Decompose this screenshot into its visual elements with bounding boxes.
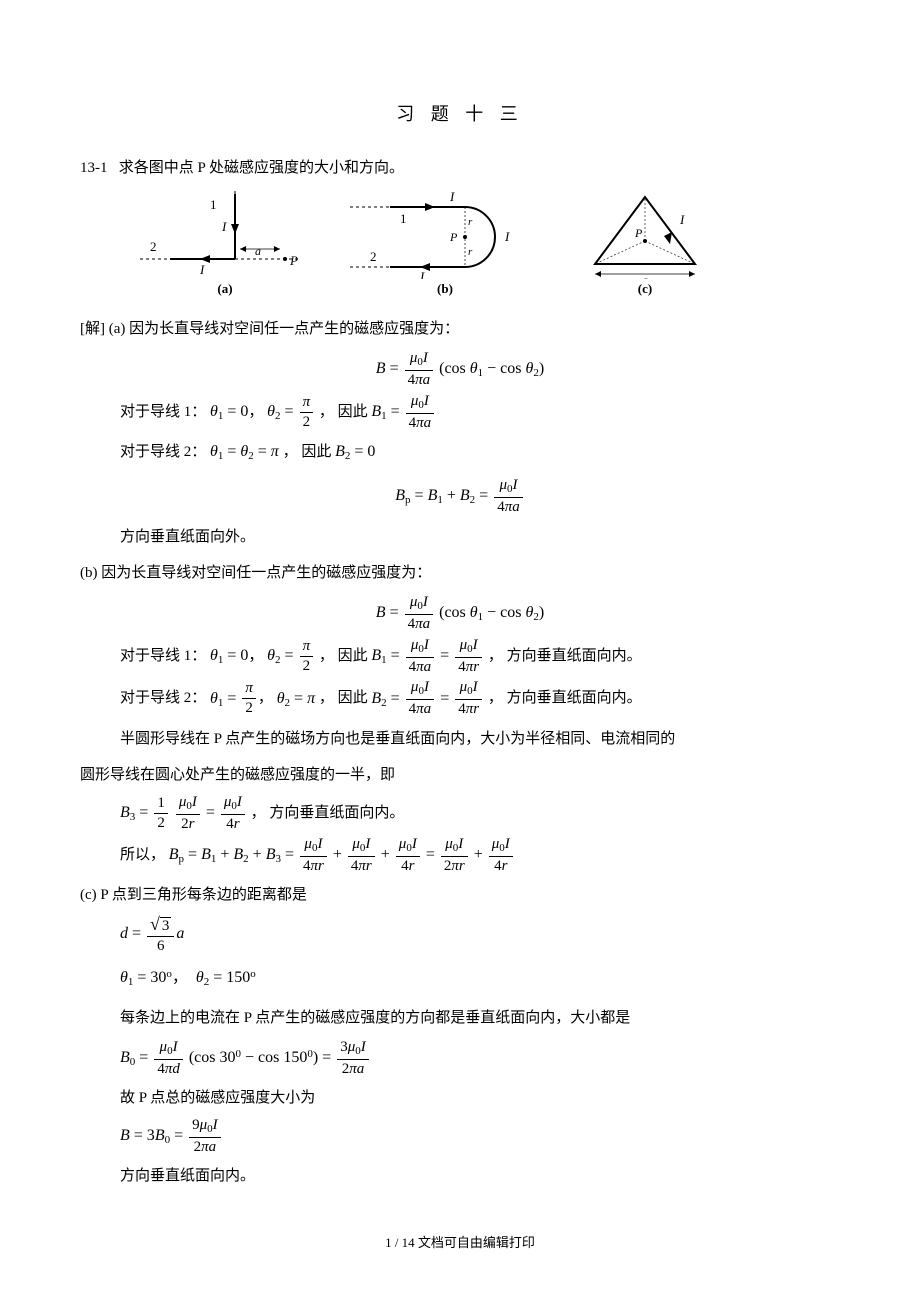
sol-c-dir: 方向垂直纸面向内。	[120, 1160, 840, 1192]
sol-c-th: θ1 = 30o， θ2 = 150o	[120, 958, 840, 998]
sol-a-eq1: B = μ0I4πa (cos θ1 − cos θ2)	[80, 351, 840, 388]
sol-b-eq1: B = μ0I4πa (cos θ1 − cos θ2)	[80, 595, 840, 632]
svg-text:2: 2	[370, 249, 377, 264]
problem-statement: 13-1 求各图中点 P 处磁感应强度的大小和方向。	[80, 156, 840, 177]
sol-b-lead: (b) 因为长直导线对空间任一点产生的磁感应强度为：	[80, 557, 840, 589]
svg-text:I: I	[449, 189, 455, 204]
figure-a-label: (a)	[217, 281, 232, 297]
figure-b-label: (b)	[437, 281, 453, 297]
sol-b-line1: 对于导线 1： θ1 = 0， θ2 = π2 ， 因此 B1 = μ0I4πa…	[120, 638, 840, 676]
svg-text:P: P	[634, 226, 643, 240]
svg-text:I: I	[679, 212, 685, 227]
svg-text:I: I	[504, 229, 510, 244]
sol-a-eq2: Bp = B1 + B2 = μ0I4πa	[80, 478, 840, 515]
sol-b-semi2: 圆形导线在圆心处产生的磁感应强度的一半，即	[80, 759, 840, 791]
svg-text:a: a	[642, 273, 648, 279]
svg-text:r: r	[468, 216, 473, 228]
figure-c-label: (c)	[638, 281, 652, 297]
svg-text:1: 1	[400, 211, 407, 226]
svg-text:I: I	[419, 269, 425, 279]
sol-b-B3: B3 = 12 μ0I2r = μ0I4r ， 方向垂直纸面向内。	[120, 795, 840, 833]
sol-c-total-pre: 故 P 点总的磁感应强度大小为	[120, 1082, 840, 1114]
sol-b-line2: 对于导线 2： θ1 = π2， θ2 = π ， 因此 B2 = μ0I4πa…	[120, 680, 840, 718]
sol-c-lead: (c) P 点到三角形每条边的距离都是	[80, 879, 840, 911]
chapter-title: 习 题 十 三	[80, 100, 840, 126]
figures-row: 1 I 2 I a P (a)	[140, 189, 840, 297]
sol-a-dir: 方向垂直纸面向外。	[120, 521, 840, 553]
svg-text:P: P	[449, 230, 458, 244]
svg-text:1: 1	[210, 197, 217, 212]
sol-a-lead: [解] (a) 因为长直导线对空间任一点产生的磁感应强度为：	[80, 313, 840, 345]
svg-text:r: r	[468, 246, 473, 258]
page-footer: 1 / 14 文档可自由编辑打印	[80, 1232, 840, 1251]
svg-text:2: 2	[150, 239, 157, 254]
sol-b-sum: 所以， Bp = B1 + B2 + B3 = μ0I4πr + μ0I4πr …	[120, 837, 840, 875]
svg-text:I: I	[199, 262, 205, 277]
page: 习 题 十 三 13-1 求各图中点 P 处磁感应强度的大小和方向。 1 I 2	[0, 0, 920, 1311]
sol-b-semi1: 半圆形导线在 P 点产生的磁场方向也是垂直纸面向内，大小为半径相同、电流相同的	[120, 723, 840, 755]
figure-a: 1 I 2 I a P (a)	[140, 189, 310, 297]
problem-text: 求各图中点 P 处磁感应强度的大小和方向。	[119, 160, 404, 176]
sol-a-line1: 对于导线 1： θ1 = 0， θ2 = π2 ， 因此 B1 = μ0I4πa	[120, 394, 840, 432]
svg-text:I: I	[221, 219, 227, 234]
sol-c-B0: B0 = μ0I4πd (cos 300 − cos 1500) = 3μ0I2…	[120, 1038, 840, 1078]
problem-number: 13-1	[80, 160, 108, 176]
sol-c-d: d = √36a	[120, 915, 840, 954]
svg-text:a: a	[255, 244, 261, 258]
svg-text:P: P	[289, 253, 298, 268]
figure-b: I 1 2 I I r r P (b)	[350, 189, 540, 297]
sol-c-B: B = 3B0 = 9μ0I2πa	[120, 1118, 840, 1156]
sol-c-each: 每条边上的电流在 P 点产生的磁感应强度的方向都是垂直纸面向内，大小都是	[120, 1002, 840, 1034]
figure-c: I P a (c)	[580, 189, 710, 297]
sol-a-line2: 对于导线 2： θ1 = θ2 = π ， 因此 B2 = 0	[120, 436, 840, 472]
